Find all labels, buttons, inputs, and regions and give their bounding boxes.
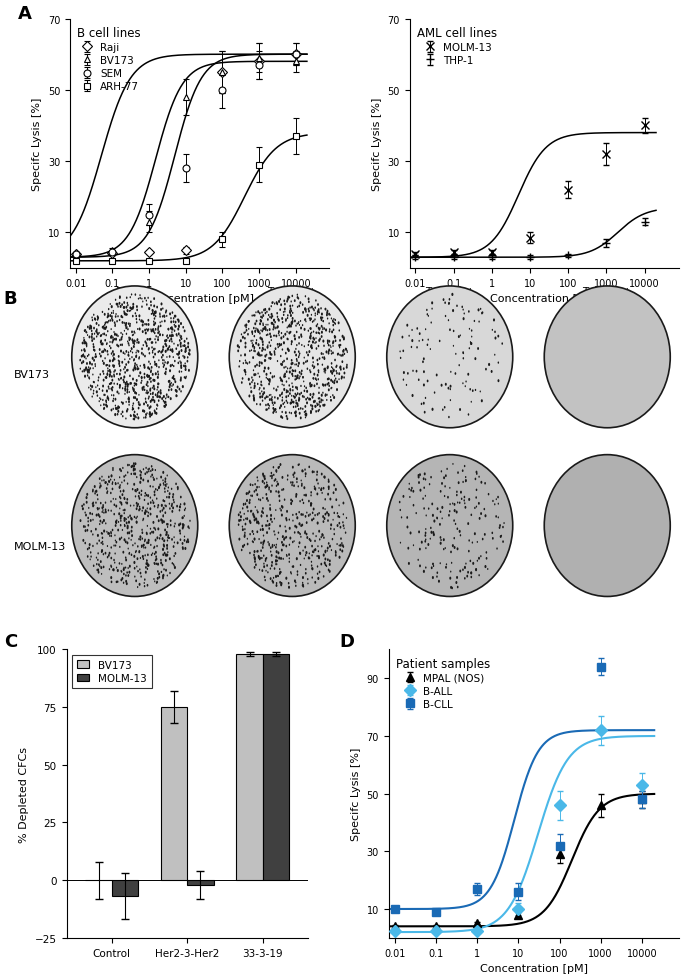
Text: D: D — [339, 632, 354, 651]
Text: BV173: BV173 — [14, 369, 50, 379]
X-axis label: Concentration [pM]: Concentration [pM] — [146, 294, 253, 304]
Bar — [262, 655, 289, 880]
Y-axis label: Specifc Lysis [%]: Specifc Lysis [%] — [351, 747, 360, 840]
Bar — [112, 880, 138, 897]
Text: MOLM-13: MOLM-13 — [14, 541, 66, 551]
Y-axis label: Specifc Lysis [%]: Specifc Lysis [%] — [32, 98, 42, 191]
Text: Targets +
MNCs +
Her2-3-Her2: Targets + MNCs + Her2-3-Her2 — [418, 286, 482, 321]
Legend: MOLM-13, THP-1: MOLM-13, THP-1 — [414, 24, 499, 68]
Text: Targets
only: Targets only — [116, 286, 153, 309]
Legend: Raji, BV173, SEM, ARH-77: Raji, BV173, SEM, ARH-77 — [75, 24, 143, 95]
Text: C: C — [4, 632, 17, 651]
Bar — [161, 707, 187, 880]
Legend: MPAL (NOS), B-ALL, B-CLL: MPAL (NOS), B-ALL, B-CLL — [393, 655, 492, 711]
X-axis label: Concentration [pM]: Concentration [pM] — [490, 294, 598, 304]
Bar — [187, 880, 214, 885]
Text: Targets +
MNCs +
33-3-19: Targets + MNCs + 33-3-19 — [582, 286, 632, 321]
Legend: BV173, MOLM-13: BV173, MOLM-13 — [71, 655, 152, 689]
X-axis label: Concentration [pM]: Concentration [pM] — [480, 963, 588, 973]
Bar — [237, 655, 262, 880]
Y-axis label: Specifc Lysis [%]: Specifc Lysis [%] — [372, 98, 382, 191]
Y-axis label: % Depleted CFCs: % Depleted CFCs — [19, 745, 29, 842]
Text: B: B — [4, 290, 17, 308]
Text: A: A — [18, 5, 32, 22]
Text: Targets +
MNCs: Targets + MNCs — [267, 286, 317, 309]
